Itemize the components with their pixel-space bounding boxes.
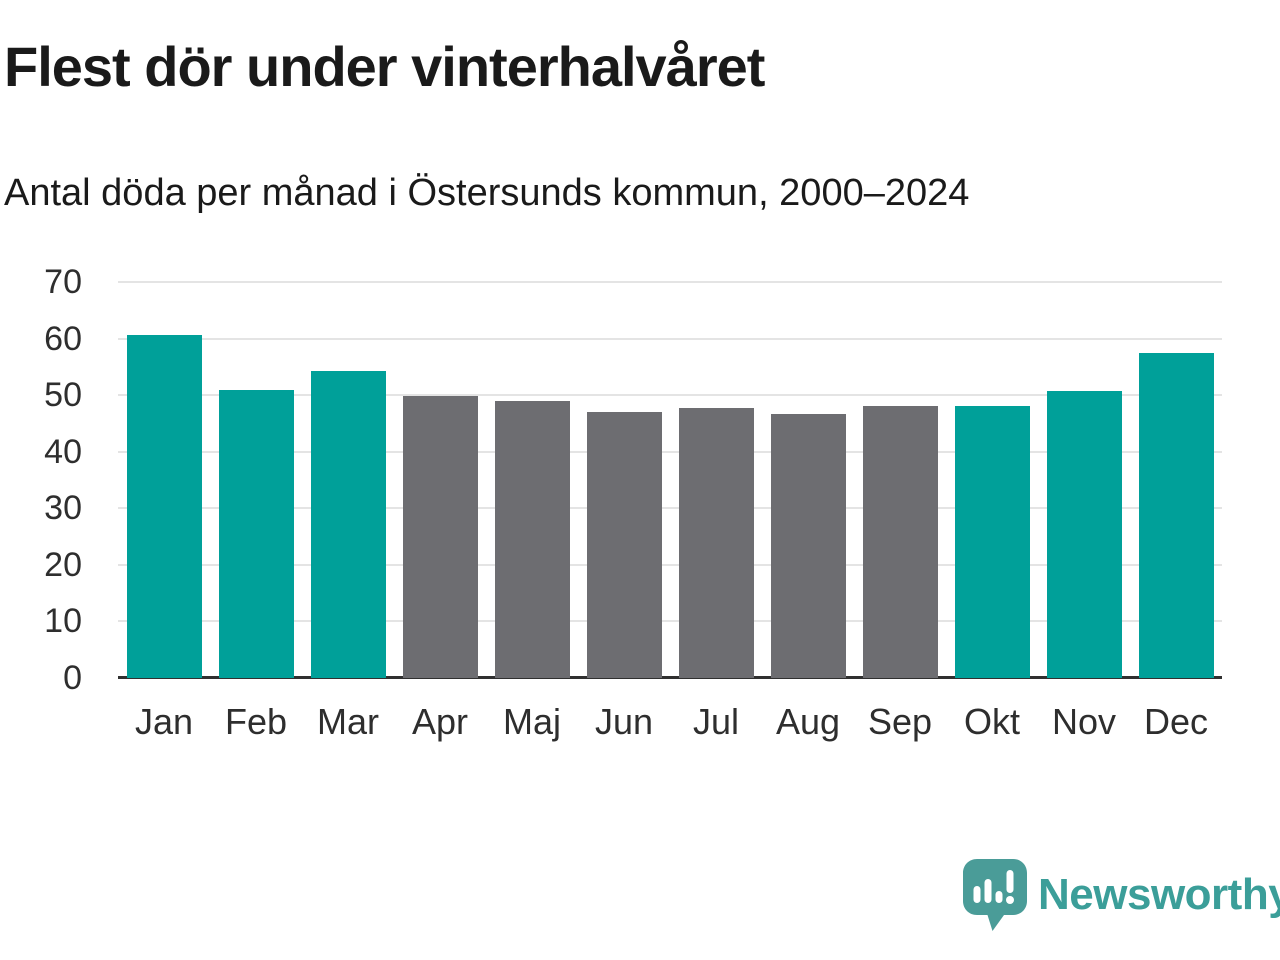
x-axis-line xyxy=(118,676,1222,679)
y-tick-label-60: 60 xyxy=(44,319,82,358)
gridline-40 xyxy=(118,450,1222,453)
y-tick-label-50: 50 xyxy=(44,376,82,415)
y-axis: 0 10 20 30 40 50 60 70 xyxy=(0,265,96,695)
x-label-nov: Nov xyxy=(1051,701,1117,742)
plot-area xyxy=(118,281,1222,679)
newsworthy-logo: Newsworthy xyxy=(962,858,1280,932)
x-axis-labels: Jan Feb Mar Apr Maj Jun Jul Aug Sep Okt Nov Dec xyxy=(118,700,1222,744)
y-tick-label-20: 20 xyxy=(44,545,82,584)
gridline-10 xyxy=(118,620,1222,623)
x-label-jan: Jan xyxy=(134,701,194,742)
y-tick-label-70: 70 xyxy=(44,263,82,301)
y-tick-label-30: 30 xyxy=(44,489,82,528)
gridline-50 xyxy=(118,394,1222,397)
bar-sep xyxy=(862,405,938,678)
bar-aug xyxy=(770,413,846,678)
x-label-mar: Mar xyxy=(317,701,379,742)
y-tick-label-0: 0 xyxy=(63,659,82,697)
bar-apr xyxy=(402,396,478,678)
bar-series xyxy=(118,282,1222,678)
y-tick-label-10: 10 xyxy=(44,602,82,641)
bar-okt xyxy=(954,406,1030,678)
bar-jun xyxy=(586,411,662,678)
gridline-60 xyxy=(118,337,1222,340)
x-label-maj: Maj xyxy=(502,701,561,742)
x-label-sep: Sep xyxy=(867,701,933,742)
x-label-okt: Okt xyxy=(963,701,1020,742)
gridline-70 xyxy=(118,281,1222,283)
gridline-20 xyxy=(118,563,1222,566)
chart-title: Flest dör under vinterhalvåret xyxy=(4,35,765,98)
bar-maj xyxy=(494,401,570,678)
bar-jul xyxy=(678,408,754,678)
bar-feb xyxy=(218,389,294,678)
newsworthy-speech-bubble-icon xyxy=(963,859,1027,931)
x-label-feb: Feb xyxy=(224,701,288,742)
gridline-30 xyxy=(118,507,1222,510)
bar-dec xyxy=(1138,352,1214,678)
newsworthy-logo-text: Newsworthy xyxy=(1038,870,1280,919)
bar-jan xyxy=(126,335,202,678)
x-label-dec: Dec xyxy=(1143,701,1209,742)
bar-mar xyxy=(310,370,386,678)
bar-nov xyxy=(1046,390,1122,678)
y-tick-label-40: 40 xyxy=(44,432,82,471)
x-label-jun: Jun xyxy=(594,701,654,742)
x-label-apr: Apr xyxy=(411,701,469,742)
x-label-jul: Jul xyxy=(692,701,740,742)
chart-subtitle: Antal döda per månad i Östersunds kommun… xyxy=(4,172,970,214)
x-label-aug: Aug xyxy=(775,701,841,742)
